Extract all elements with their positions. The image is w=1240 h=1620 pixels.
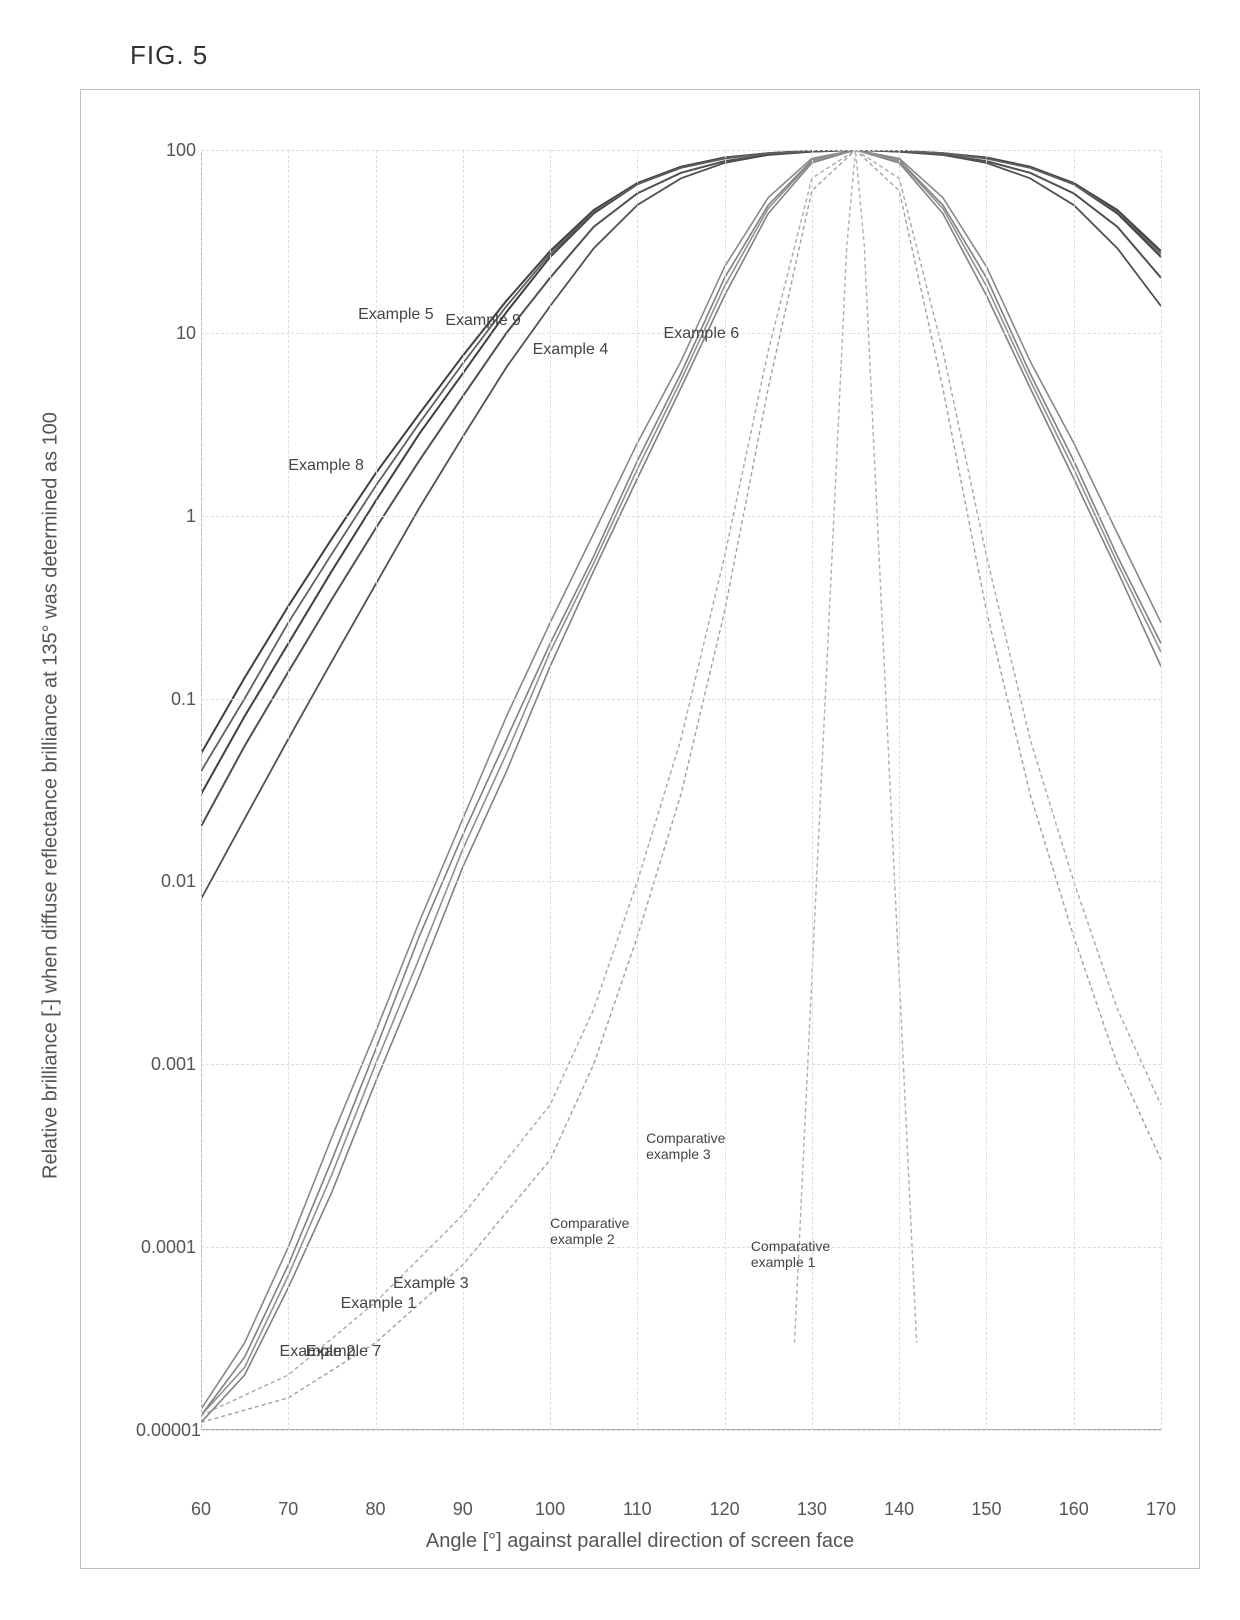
series-label: Example 9: [445, 312, 521, 330]
series-label: Example 5: [358, 306, 434, 324]
gridline-vertical: [288, 150, 289, 1430]
series-label: Comparativeexample 2: [550, 1215, 629, 1247]
x-axis-label: Angle [°] against parallel direction of …: [426, 1530, 854, 1553]
x-tick-label: 150: [966, 1499, 1006, 1520]
y-tick-label: 0.0001: [136, 1237, 196, 1258]
y-tick-label: 0.01: [136, 871, 196, 892]
series-label: Example 7: [306, 1343, 382, 1361]
gridline-vertical: [637, 150, 638, 1430]
series-label: Example 6: [664, 325, 740, 343]
gridline-vertical: [201, 150, 202, 1430]
x-tick-label: 140: [879, 1499, 919, 1520]
series-label: Example 1: [341, 1295, 417, 1313]
x-tick-label: 100: [530, 1499, 570, 1520]
gridline-horizontal: [201, 1247, 1161, 1248]
gridline-vertical: [463, 150, 464, 1430]
gridline-vertical: [986, 150, 987, 1430]
y-tick-label: 0.001: [136, 1054, 196, 1075]
x-tick-label: 80: [356, 1499, 396, 1520]
x-tick-label: 90: [443, 1499, 483, 1520]
x-tick-label: 130: [792, 1499, 832, 1520]
gridline-horizontal: [201, 1430, 1161, 1431]
gridline-vertical: [376, 150, 377, 1430]
series-label: Example 4: [533, 341, 609, 359]
y-tick-label: 100: [136, 140, 196, 161]
series-curve: [201, 150, 1161, 826]
gridline-vertical: [1161, 150, 1162, 1430]
series-label: Example 8: [288, 457, 364, 475]
y-tick-label: 10: [136, 323, 196, 344]
x-tick-label: 120: [705, 1499, 745, 1520]
series-curve: [201, 150, 1161, 754]
chart-container: Relative brilliance [-] when diffuse ref…: [80, 89, 1200, 1569]
x-tick-label: 160: [1054, 1499, 1094, 1520]
y-tick-label: 0.00001: [136, 1420, 196, 1441]
x-tick-label: 60: [181, 1499, 221, 1520]
y-tick-label: 1: [136, 506, 196, 527]
series-curve: [201, 150, 1161, 899]
series-label: Example 3: [393, 1275, 469, 1293]
gridline-horizontal: [201, 881, 1161, 882]
y-axis-label: Relative brilliance [-] when diffuse ref…: [40, 479, 63, 1179]
x-tick-label: 170: [1141, 1499, 1181, 1520]
y-tick-label: 0.1: [136, 689, 196, 710]
x-tick-label: 110: [617, 1499, 657, 1520]
gridline-horizontal: [201, 1064, 1161, 1065]
x-tick-label: 70: [268, 1499, 308, 1520]
gridline-vertical: [899, 150, 900, 1430]
gridline-horizontal: [201, 150, 1161, 151]
figure-label: FIG. 5: [130, 40, 1200, 71]
series-label: Comparativeexample 3: [646, 1130, 725, 1162]
gridline-vertical: [1074, 150, 1075, 1430]
gridline-horizontal: [201, 699, 1161, 700]
series-label: Comparativeexample 1: [751, 1238, 830, 1270]
gridline-horizontal: [201, 516, 1161, 517]
